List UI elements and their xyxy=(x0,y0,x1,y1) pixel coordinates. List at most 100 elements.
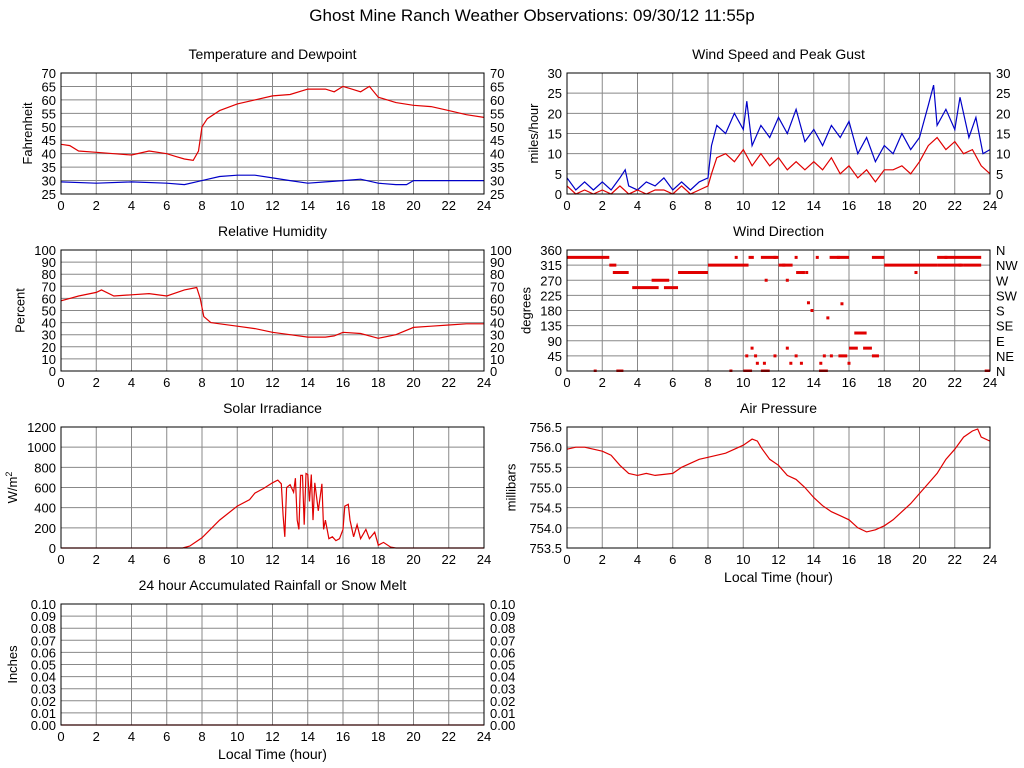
y-tick-label: 0.04 xyxy=(31,670,56,685)
x-tick-label: 4 xyxy=(128,375,135,390)
direction-point xyxy=(801,271,805,275)
x-tick-label: 6 xyxy=(163,375,170,390)
y-tick-label: 45 xyxy=(42,133,56,148)
direction-point xyxy=(822,354,826,358)
right-y-tick-label: 80 xyxy=(490,267,504,282)
direction-point xyxy=(773,354,777,358)
x-tick-label: 6 xyxy=(669,198,676,213)
direction-point xyxy=(958,263,962,267)
y-tick-label: 70 xyxy=(42,66,56,81)
direction-point xyxy=(794,354,798,358)
x-tick-label: 2 xyxy=(93,198,100,213)
x-tick-label: 20 xyxy=(912,198,926,213)
right-y-tick-label: 100 xyxy=(490,243,512,258)
x-tick-label: 16 xyxy=(336,375,350,390)
right-y-tick-label: 0.05 xyxy=(490,658,515,673)
right-y-tick-label: 0.01 xyxy=(490,706,515,721)
right-y-tick-label: 45 xyxy=(490,133,504,148)
y-axis-label: Fahrenheit xyxy=(20,102,35,165)
x-tick-label: 18 xyxy=(371,729,385,744)
direction-point xyxy=(789,361,793,365)
y-tick-label: 755.0 xyxy=(529,481,562,496)
x-tick-label: 24 xyxy=(477,552,491,567)
x-tick-label: 4 xyxy=(634,198,641,213)
right-y-tick-label: 60 xyxy=(490,93,504,108)
x-tick-label: 10 xyxy=(230,375,244,390)
direction-point xyxy=(914,271,918,275)
x-tick-label: 14 xyxy=(301,375,315,390)
right-y-tick-label: 0.04 xyxy=(490,670,515,685)
y-tick-label: 180 xyxy=(540,304,562,319)
direction-point xyxy=(944,255,948,259)
x-tick-label: 2 xyxy=(93,729,100,744)
x-tick-label: 8 xyxy=(198,375,205,390)
y-tick-label: 600 xyxy=(34,481,56,496)
right-y-tick-label: 60 xyxy=(490,291,504,306)
x-tick-label: 4 xyxy=(634,552,641,567)
x-tick-label: 24 xyxy=(983,552,997,567)
y-tick-label: 40 xyxy=(42,147,56,162)
x-tick-label: 0 xyxy=(57,729,64,744)
y-tick-label: 1200 xyxy=(27,420,56,435)
chart-title: Air Pressure xyxy=(740,400,817,416)
direction-point xyxy=(764,278,768,282)
x-tick-label: 20 xyxy=(406,729,420,744)
y-tick-label: 55 xyxy=(42,106,56,121)
x-tick-label: 10 xyxy=(736,552,750,567)
x-axis-label: Local Time (hour) xyxy=(218,746,327,762)
right-y-tick-label: 5 xyxy=(996,167,1003,182)
y-tick-label: 135 xyxy=(540,319,562,334)
x-tick-label: 12 xyxy=(771,375,785,390)
x-tick-label: 8 xyxy=(704,198,711,213)
rain-chart: 24 hour Accumulated Rainfall or Snow Mel… xyxy=(5,577,515,762)
direction-point xyxy=(782,263,786,267)
x-tick-label: 16 xyxy=(336,729,350,744)
right-y-tick-label: 25 xyxy=(490,187,504,202)
direction-point xyxy=(847,361,851,365)
y-tick-label: 50 xyxy=(42,304,56,319)
x-tick-label: 18 xyxy=(371,552,385,567)
y-tick-label: 30 xyxy=(42,174,56,189)
y-tick-label: 90 xyxy=(42,255,56,270)
page-title: Ghost Mine Ranch Weather Observations: 0… xyxy=(309,6,755,25)
x-tick-label: 8 xyxy=(198,552,205,567)
plot-frame xyxy=(566,72,991,195)
right-y-tick-label: NE xyxy=(996,349,1014,364)
y-tick-label: 45 xyxy=(548,349,562,364)
y-axis-label: Percent xyxy=(13,288,28,333)
y-tick-label: 10 xyxy=(42,352,56,367)
series-line xyxy=(61,472,484,549)
x-tick-label: 4 xyxy=(128,729,135,744)
right-y-tick-label: N xyxy=(996,364,1005,379)
right-y-tick-label: 0.06 xyxy=(490,645,515,660)
right-y-tick-label: 20 xyxy=(490,340,504,355)
right-y-tick-label: 35 xyxy=(490,160,504,175)
direction-point xyxy=(819,361,823,365)
right-y-tick-label: 70 xyxy=(490,66,504,81)
direction-point xyxy=(815,255,819,259)
y-axis-label: millibars xyxy=(504,463,519,511)
direction-point xyxy=(805,271,809,275)
y-tick-label: 0 xyxy=(555,364,562,379)
x-tick-label: 0 xyxy=(57,375,64,390)
x-tick-label: 14 xyxy=(301,552,315,567)
y-tick-label: 0.08 xyxy=(31,621,56,636)
right-y-tick-label: 0 xyxy=(996,187,1003,202)
chart-title: Wind Speed and Peak Gust xyxy=(692,46,865,62)
x-tick-label: 14 xyxy=(301,729,315,744)
chart-title: Wind Direction xyxy=(733,223,824,239)
y-axis-label: Inches xyxy=(5,645,20,684)
x-tick-label: 18 xyxy=(877,375,891,390)
y-tick-label: 90 xyxy=(548,334,562,349)
y-tick-label: 5 xyxy=(555,167,562,182)
x-tick-label: 8 xyxy=(198,729,205,744)
chart-title: Solar Irradiance xyxy=(223,400,322,416)
direction-point xyxy=(750,346,754,350)
x-tick-label: 16 xyxy=(336,198,350,213)
right-y-tick-label: 65 xyxy=(490,79,504,94)
y-tick-label: 40 xyxy=(42,316,56,331)
right-y-tick-label: 15 xyxy=(996,127,1010,142)
